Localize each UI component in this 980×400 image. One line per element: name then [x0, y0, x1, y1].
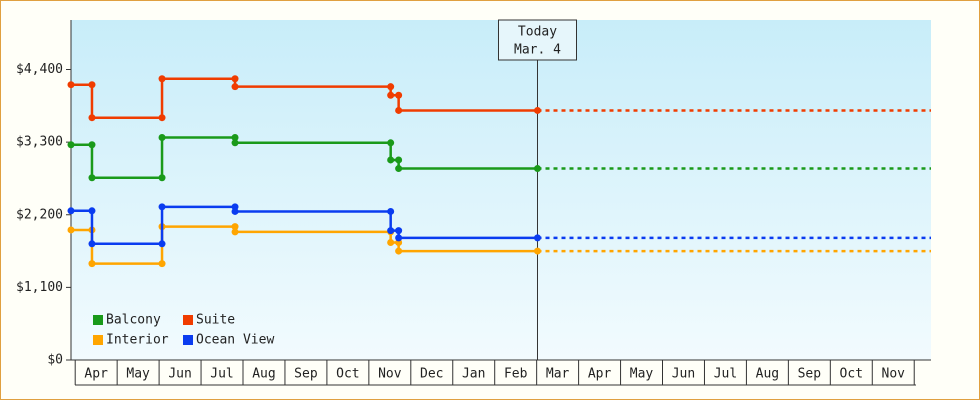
x-tick-label: Jun: [672, 367, 695, 382]
point: [231, 75, 239, 83]
point: [67, 226, 75, 234]
point: [533, 234, 541, 242]
point: [158, 114, 166, 122]
point: [88, 207, 96, 215]
point: [387, 238, 395, 246]
legend-swatch: [183, 335, 193, 345]
x-tick-label: Oct: [840, 367, 863, 382]
x-tick-label: Jul: [210, 367, 233, 382]
legend-swatch: [183, 315, 193, 325]
legend-label: Ocean View: [196, 333, 274, 348]
point: [158, 240, 166, 248]
point: [387, 227, 395, 235]
point: [395, 234, 403, 242]
point: [158, 174, 166, 182]
plot-area: [71, 20, 931, 360]
x-tick-label: May: [630, 367, 654, 382]
x-tick-label: Jun: [168, 367, 191, 382]
point: [231, 83, 239, 91]
today-label: Today: [518, 25, 557, 40]
y-tick-label: $1,100: [16, 280, 63, 295]
point: [158, 203, 166, 211]
point: [158, 75, 166, 83]
y-tick-label: $0: [47, 353, 63, 368]
point: [231, 223, 239, 231]
point: [158, 260, 166, 268]
point: [387, 139, 395, 147]
legend-label: Suite: [196, 313, 235, 328]
point: [88, 240, 96, 248]
x-tick-label: Apr: [84, 367, 108, 382]
x-tick-label: Mar: [546, 367, 570, 382]
point: [88, 81, 96, 89]
x-tick-label: Aug: [252, 367, 275, 382]
point: [88, 114, 96, 122]
point: [395, 227, 403, 235]
legend-swatch: [93, 315, 103, 325]
x-tick-label: Jul: [714, 367, 737, 382]
point: [231, 228, 239, 236]
point: [395, 91, 403, 99]
x-tick-label: Feb: [504, 367, 528, 382]
point: [231, 134, 239, 142]
x-tick-label: Sep: [798, 367, 822, 382]
legend-label: Interior: [106, 333, 169, 348]
point: [395, 165, 403, 173]
y-tick-label: $2,200: [16, 207, 63, 222]
point: [88, 174, 96, 182]
y-tick-label: $4,400: [16, 62, 63, 77]
x-tick-label: Nov: [882, 367, 906, 382]
point: [395, 156, 403, 164]
point: [387, 83, 395, 91]
point: [67, 207, 75, 215]
point: [88, 260, 96, 268]
point: [533, 165, 541, 173]
x-tick-label: Jan: [462, 367, 485, 382]
x-tick-label: Aug: [756, 367, 779, 382]
point: [231, 207, 239, 215]
point: [387, 207, 395, 215]
x-tick-label: Sep: [294, 367, 318, 382]
x-tick-label: Nov: [378, 367, 402, 382]
point: [67, 141, 75, 149]
x-tick-label: May: [126, 367, 150, 382]
legend-label: Balcony: [106, 313, 161, 328]
x-tick-label: Oct: [336, 367, 359, 382]
point: [387, 91, 395, 99]
today-date: Mar. 4: [514, 43, 561, 58]
point: [387, 156, 395, 164]
y-tick-label: $3,300: [16, 135, 63, 150]
point: [231, 139, 239, 147]
legend-swatch: [93, 335, 103, 345]
x-tick-label: Dec: [420, 367, 443, 382]
point: [533, 106, 541, 114]
point: [395, 247, 403, 255]
point: [533, 247, 541, 255]
x-tick-label: Apr: [588, 367, 612, 382]
point: [67, 81, 75, 89]
point: [395, 106, 403, 114]
today-box: [497, 19, 577, 61]
point: [158, 134, 166, 142]
point: [88, 141, 96, 149]
